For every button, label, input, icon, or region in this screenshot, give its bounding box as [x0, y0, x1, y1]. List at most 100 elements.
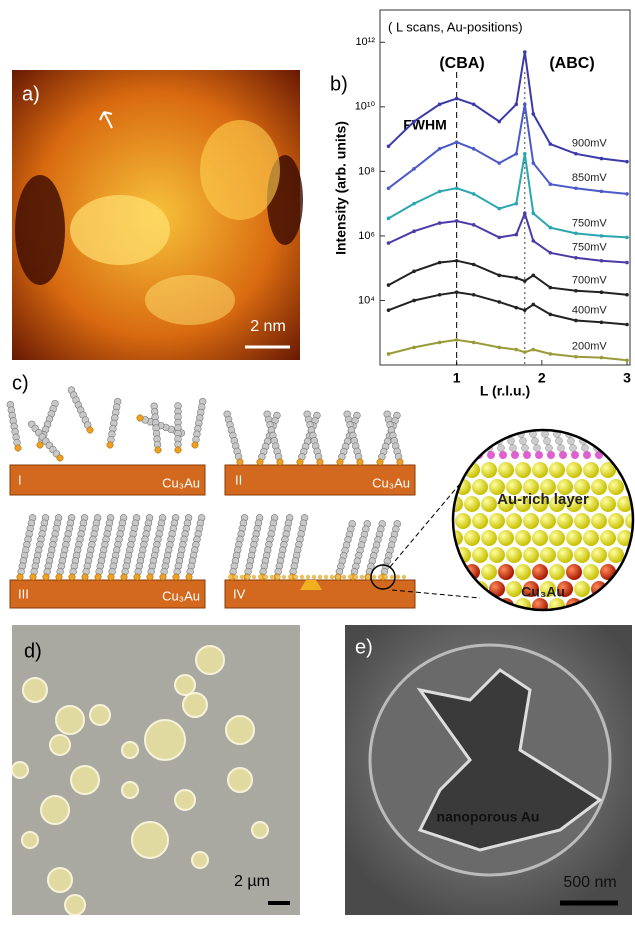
chart-title: ( L scans, Au-positions) [388, 19, 523, 34]
flake [145, 720, 185, 760]
zoom-label: Au-rich layer [497, 491, 589, 508]
series-point [412, 229, 416, 233]
atom [591, 479, 607, 495]
stm-bright [70, 195, 170, 265]
atom [617, 598, 633, 614]
atom [549, 530, 565, 546]
head-group [147, 574, 153, 580]
flake [175, 675, 195, 695]
chain-bead [570, 445, 577, 452]
series-point [497, 300, 501, 304]
flake [56, 706, 84, 734]
series-point [455, 259, 459, 263]
series-point [514, 102, 518, 106]
series-point [497, 346, 501, 350]
series-point [387, 308, 391, 312]
x-tick-label: 2 [538, 370, 546, 386]
adatom [330, 575, 334, 579]
series-point [438, 293, 442, 297]
series-point [472, 102, 476, 106]
head-group [160, 574, 166, 580]
adatom [306, 575, 310, 579]
chain-bead [482, 431, 489, 438]
head-group [237, 459, 243, 465]
substrate-label: Cu₃Au [162, 588, 200, 603]
scale-bar-label: 2 nm [250, 318, 286, 335]
panel-b: b) ( L scans, Au-positions) (CBA) (ABC) … [330, 10, 631, 399]
series-label: 750mV [572, 242, 608, 254]
stage-label: III [18, 586, 29, 601]
thiol-head [523, 451, 531, 459]
atom [523, 513, 539, 529]
series-point [549, 226, 553, 230]
flake [192, 852, 208, 868]
adatom [270, 575, 274, 579]
series-point [574, 319, 578, 323]
series-point [514, 152, 518, 156]
x-tick-label: 3 [623, 370, 631, 386]
adatom [246, 575, 250, 579]
stage-label: II [235, 472, 242, 487]
series-point [625, 236, 629, 240]
series-point [549, 313, 553, 317]
head-group [87, 427, 93, 433]
head-group [397, 459, 403, 465]
series-point [472, 341, 476, 345]
chain-bead [498, 445, 505, 452]
atom [557, 513, 573, 529]
thiol-head [511, 451, 519, 459]
series-point [523, 152, 527, 156]
scale-bar-label: 2 µm [234, 873, 270, 890]
series-point [455, 140, 459, 144]
chain-bead [504, 424, 511, 431]
atom [464, 598, 480, 614]
head-group [37, 442, 43, 448]
atom [574, 547, 590, 563]
chain-bead [456, 424, 463, 431]
panel-label: e) [355, 636, 373, 658]
atom [532, 564, 548, 580]
stm-bright [200, 120, 280, 220]
flake [228, 768, 252, 792]
series-point [532, 161, 536, 165]
adatom [258, 575, 262, 579]
chain-bead [628, 438, 635, 445]
series-point [523, 308, 527, 312]
adatom [300, 575, 304, 579]
series-point [472, 192, 476, 196]
atom [472, 479, 488, 495]
flake [226, 716, 254, 744]
series-point [387, 352, 391, 356]
series-point [387, 283, 391, 287]
series-point [532, 212, 536, 216]
flake [175, 790, 195, 810]
series-label: 200mV [572, 341, 608, 353]
head-group [17, 574, 23, 580]
chain-bead [564, 424, 571, 431]
series-point [514, 306, 518, 310]
chain-bead [480, 424, 487, 431]
atom [506, 581, 522, 597]
series-point [497, 274, 501, 278]
adatom [276, 575, 280, 579]
chain-bead [588, 424, 595, 431]
series-point [472, 147, 476, 151]
stage-label: I [18, 472, 22, 487]
atom [489, 547, 505, 563]
adatom [252, 575, 256, 579]
series-point [600, 190, 604, 194]
series-point [532, 274, 536, 278]
annotation: nanoporous Au [437, 809, 540, 825]
chain-bead [556, 438, 563, 445]
series-point [574, 186, 578, 190]
atom [532, 462, 548, 478]
annotation: (ABC) [549, 55, 594, 72]
head-group [337, 459, 343, 465]
atom [600, 530, 616, 546]
adatom [282, 575, 286, 579]
chain-bead [494, 431, 501, 438]
atom [472, 513, 488, 529]
atom [549, 598, 565, 614]
zoom-label: Cu₃Au [521, 584, 565, 600]
adatom [318, 575, 322, 579]
